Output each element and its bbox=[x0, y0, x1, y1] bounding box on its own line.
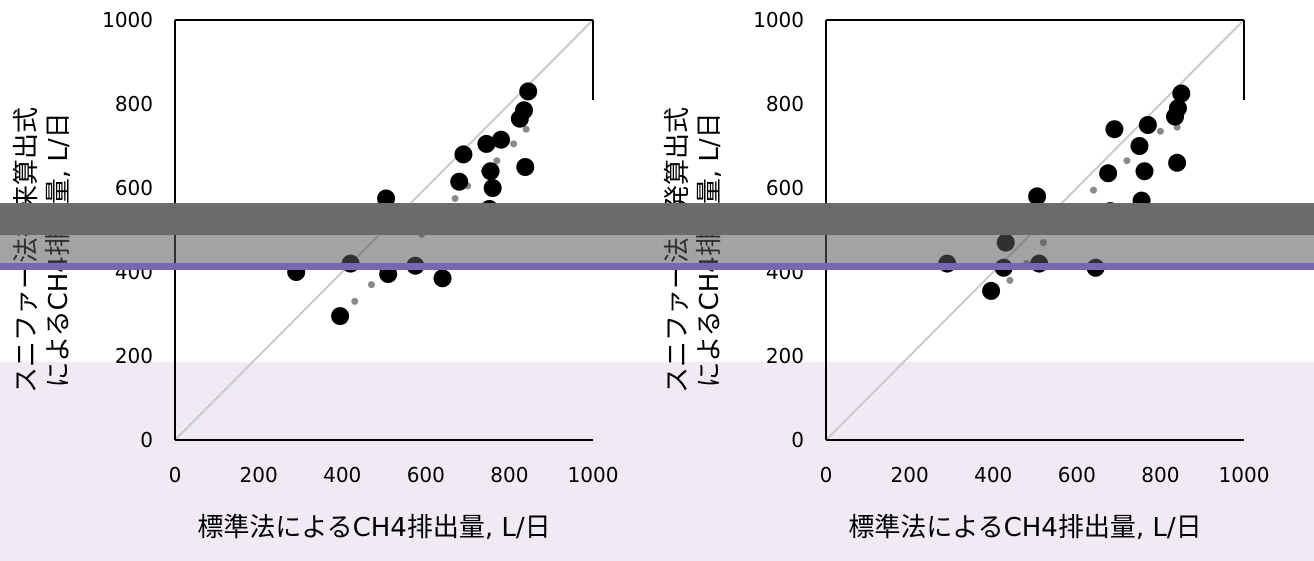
data-point bbox=[1135, 162, 1154, 181]
data-point bbox=[982, 281, 1001, 300]
y-tick-label: 800 bbox=[115, 92, 153, 116]
data-point bbox=[433, 269, 452, 288]
x-tick-label: 800 bbox=[1141, 463, 1179, 487]
data-point bbox=[515, 101, 534, 120]
x-tick-label: 400 bbox=[323, 463, 361, 487]
data-point bbox=[1099, 164, 1118, 183]
y-tick-label: 0 bbox=[140, 428, 153, 452]
data-point bbox=[331, 307, 350, 326]
dark-overlay-band bbox=[0, 203, 1314, 235]
x-tick-label: 200 bbox=[891, 463, 929, 487]
trend-dot bbox=[1123, 157, 1131, 165]
data-point bbox=[477, 134, 496, 153]
y-tick-label: 0 bbox=[791, 428, 804, 452]
data-point bbox=[492, 130, 511, 149]
x-tick-label: 600 bbox=[407, 463, 445, 487]
y-tick-label: 800 bbox=[766, 92, 804, 116]
trend-dot bbox=[367, 281, 375, 289]
data-point bbox=[1168, 153, 1187, 172]
data-point bbox=[450, 172, 469, 191]
y-tick-label: 600 bbox=[115, 176, 153, 200]
data-point bbox=[519, 82, 538, 101]
y-tick-label: 600 bbox=[766, 176, 804, 200]
trend-dot bbox=[493, 157, 501, 165]
trend-dot bbox=[1090, 186, 1098, 194]
trend-dot bbox=[510, 140, 518, 148]
mid-overlay-band bbox=[0, 235, 1314, 266]
x-tick-label: 200 bbox=[240, 463, 278, 487]
y-tick-label: 200 bbox=[115, 344, 153, 368]
x-axis-label-right: 標準法によるCH4排出量, L/日 bbox=[848, 513, 1201, 543]
data-point bbox=[481, 162, 500, 181]
x-tick-label: 1000 bbox=[1219, 463, 1270, 487]
x-ticks-right: 0 200 400 600 800 1000 bbox=[820, 463, 1270, 487]
trend-dot bbox=[351, 297, 359, 305]
data-point bbox=[1138, 116, 1157, 134]
data-point bbox=[516, 158, 535, 176]
x-axis-label-left: 標準法によるCH4排出量, L/日 bbox=[197, 513, 550, 543]
x-tick-label: 400 bbox=[974, 463, 1012, 487]
data-point bbox=[1130, 137, 1149, 155]
x-tick-label: 600 bbox=[1058, 463, 1096, 487]
trend-dot bbox=[522, 125, 530, 133]
data-point bbox=[1168, 99, 1187, 118]
data-point bbox=[1028, 187, 1047, 206]
data-point bbox=[483, 179, 502, 197]
x-tick-label: 0 bbox=[169, 463, 182, 487]
x-tick-label: 800 bbox=[490, 463, 528, 487]
data-point bbox=[454, 145, 473, 164]
trend-dot bbox=[1156, 127, 1164, 135]
data-point bbox=[1172, 84, 1191, 103]
x-tick-label: 1000 bbox=[568, 463, 619, 487]
trend-dot bbox=[451, 195, 459, 202]
chart-right: 0 200 400 600 800 1000 0 200 400 600 800 1000 標準法に… bbox=[663, 8, 1269, 543]
data-point bbox=[1105, 120, 1124, 139]
x-tick-label: 0 bbox=[820, 463, 833, 487]
trend-dot bbox=[1006, 276, 1014, 284]
chart-left: 0 200 400 600 800 1000 0 200 400 600 800 1000 標準法に… bbox=[12, 8, 618, 543]
x-ticks-left: 0 200 400 600 800 1000 bbox=[169, 463, 619, 487]
y-tick-label: 200 bbox=[766, 344, 804, 368]
y-tick-label: 1000 bbox=[102, 8, 153, 32]
y-tick-label: 1000 bbox=[753, 8, 804, 32]
purple-overlay-band bbox=[0, 263, 1314, 270]
